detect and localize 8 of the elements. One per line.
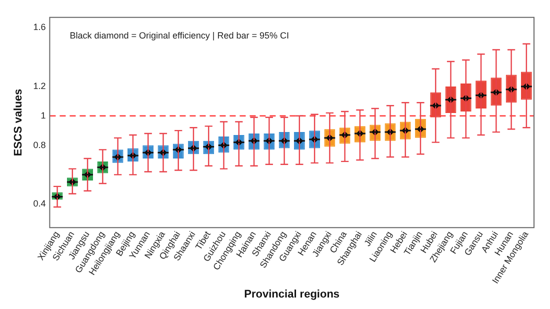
y-tick-label: 1: [40, 110, 46, 120]
x-axis-title: Provincial regions: [244, 288, 340, 300]
y-tick-label: 1.6: [33, 22, 46, 32]
annotation: Black diamond = Original efficiency | Red bar = 95% CI: [70, 30, 290, 40]
y-tick-label: 0.8: [33, 140, 46, 150]
y-axis-title: ESCS values: [12, 88, 25, 156]
y-tick-label: 0.4: [33, 198, 46, 209]
y-tick-label: 1.2: [33, 80, 46, 91]
